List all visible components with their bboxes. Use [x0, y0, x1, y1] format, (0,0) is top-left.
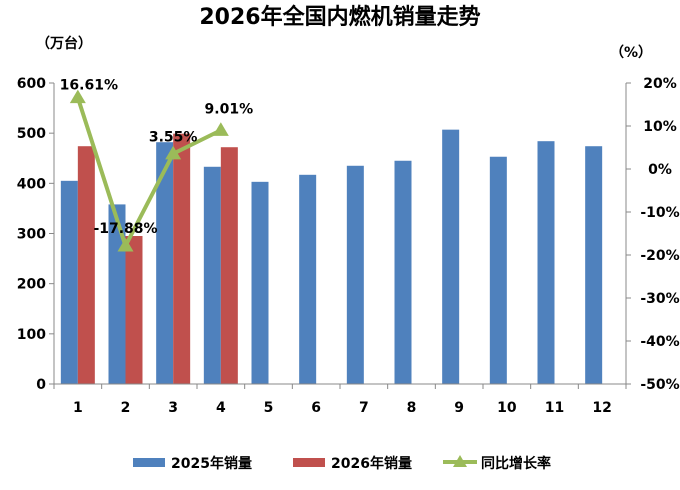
legend-item-2: 2026年销量: [293, 455, 412, 472]
y2-tick-label: 0%: [648, 162, 672, 178]
y-tick-label: 500: [17, 126, 46, 142]
bar-2025-3: [156, 142, 174, 384]
bar-2025-7: [346, 165, 364, 384]
y2-tick-label: -50%: [640, 377, 679, 393]
growth-rate-label: 9.01%: [205, 101, 254, 117]
x-tick-label: 1: [73, 400, 83, 416]
x-tick-label: 6: [311, 400, 321, 416]
x-tick-label: 9: [454, 400, 464, 416]
x-tick-label: 12: [592, 400, 611, 416]
growth-rate-line: [75, 96, 222, 248]
growth-rate-marker-4: [212, 122, 229, 136]
y-tick-label: 200: [17, 277, 46, 293]
legend-marker: [453, 455, 467, 467]
legend-label: 2026年销量: [331, 455, 412, 472]
bar-2026-4: [220, 147, 238, 384]
legend-item-1: 2025年销量: [133, 455, 252, 472]
bar-2025-11: [537, 141, 555, 384]
y-tick-label: 600: [17, 76, 46, 92]
bar-2025-5: [251, 181, 269, 384]
y2-tick-label: -20%: [640, 248, 679, 264]
growth-rate-label: -17.88%: [93, 221, 157, 237]
legend-swatch: [133, 458, 165, 467]
bar-2025-9: [442, 129, 460, 384]
bar-2025-6: [299, 174, 317, 384]
x-tick-label: 11: [545, 400, 564, 416]
legend-item-3: 同比增长率: [443, 455, 551, 472]
x-tick-label: 3: [168, 400, 178, 416]
x-tick-label: 7: [359, 400, 369, 416]
y-tick-label: 400: [17, 176, 46, 192]
growth-rate-label: 3.55%: [149, 130, 198, 146]
y2-tick-label: -40%: [640, 334, 679, 350]
y-tick-label: 300: [17, 227, 46, 243]
plot-area: 0 100 200 300 400 500 600 -50% -40% -30% -20% -10% 0…: [17, 76, 680, 416]
bar-2025-1: [60, 180, 78, 384]
x-tick-label: 10: [497, 400, 517, 416]
x-tick-label: 5: [264, 400, 274, 416]
legend-label: 同比增长率: [481, 455, 551, 472]
y2-tick-label: -30%: [640, 291, 679, 307]
legend: 2025年销量 2026年销量 同比增长率: [133, 455, 551, 472]
x-tick-label: 4: [216, 400, 226, 416]
bar-2025-10: [489, 156, 507, 384]
chart-title: 2026年全国内燃机销量走势: [199, 4, 480, 30]
bar-2025-4: [203, 166, 221, 384]
x-tick-label: 2: [121, 400, 131, 416]
growth-rate-marker-2: [117, 237, 134, 252]
y2-tick-label: 10%: [643, 119, 677, 135]
growth-rate-label: 16.61%: [60, 78, 118, 94]
left-axis-unit: （万台）: [36, 35, 92, 52]
growth-rate-marker-3: [165, 145, 182, 160]
bar-2026-1: [77, 146, 95, 384]
y2-tick-label: -10%: [640, 205, 679, 221]
bar-2025-12: [585, 146, 603, 384]
bar-2026-3: [173, 133, 191, 384]
bar-2026-2: [125, 236, 143, 384]
right-axis-unit: （%）: [610, 45, 652, 61]
x-tick-label: 8: [407, 400, 417, 416]
y-tick-label: 100: [17, 327, 46, 343]
growth-rate-marker-1: [69, 89, 86, 104]
y-tick-label: 0: [36, 377, 46, 393]
legend-label: 2025年销量: [171, 455, 252, 472]
legend-swatch: [293, 458, 325, 467]
bar-2025-8: [394, 160, 412, 384]
y2-tick-label: 20%: [643, 76, 677, 92]
